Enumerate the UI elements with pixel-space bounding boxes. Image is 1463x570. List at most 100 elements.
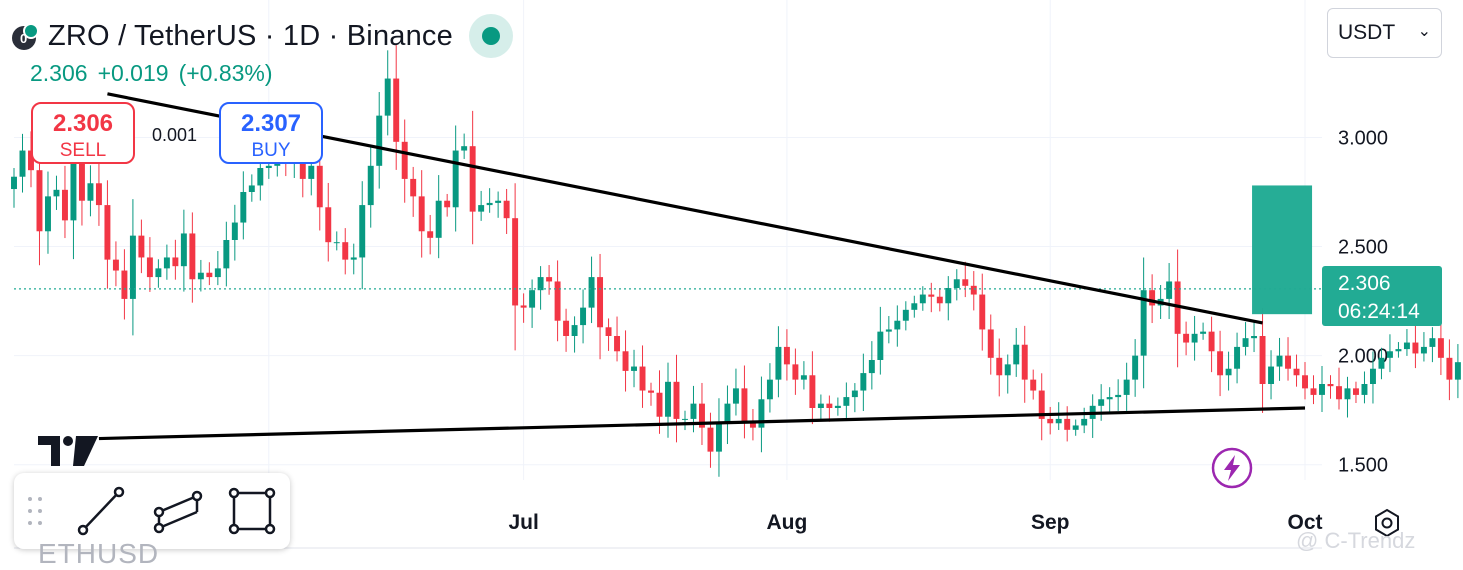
logo-letter: 0 [20, 31, 28, 46]
chevron-down-icon: ⌄ [1417, 23, 1431, 40]
candle-body [265, 165, 272, 168]
logo-status-dot [23, 23, 39, 39]
candle-body [486, 202, 493, 206]
candle-body [61, 189, 68, 221]
candle-body [928, 294, 935, 297]
candle-body [529, 290, 536, 308]
candle-body [214, 268, 221, 278]
candle-body [783, 346, 790, 365]
price-change: +0.019 [97, 60, 169, 86]
currency-select[interactable]: USDT ⌄ [1327, 8, 1442, 58]
candle-body [1242, 338, 1249, 347]
candle-body [418, 196, 425, 232]
candle-body [766, 379, 773, 400]
candle-body [1183, 333, 1190, 343]
candle-body [945, 288, 952, 304]
candle-body [401, 141, 408, 179]
candle-body [231, 222, 238, 240]
candle-body [843, 397, 850, 406]
candle-body [1353, 388, 1359, 395]
candle-body [367, 165, 374, 206]
candle-body [11, 176, 17, 190]
candle-body [996, 357, 1003, 376]
candle-body [1013, 344, 1020, 365]
candle-body [410, 178, 417, 197]
candle-body [860, 373, 867, 391]
last-price-badge: 2.306 06:24:14 [1322, 266, 1442, 326]
buy-price: 2.307 [240, 110, 302, 137]
candle-body [112, 259, 119, 271]
candle-body [962, 279, 969, 286]
candle-body [571, 325, 578, 336]
y-axis-tick-label: 3.000 [1338, 127, 1388, 149]
candle-body [851, 390, 858, 398]
drawing-toolbar [14, 473, 290, 549]
candle-body [885, 329, 892, 332]
candle-body [1234, 346, 1241, 369]
x-axis-tick-label: Jul [508, 511, 538, 534]
candle-body [189, 233, 196, 280]
candle-body [1319, 384, 1325, 395]
candle-body [699, 403, 705, 428]
candle-body [520, 305, 527, 308]
candle-body [1361, 384, 1368, 395]
candle-body [690, 403, 697, 419]
candle-body [970, 285, 977, 295]
candle-body [1369, 368, 1376, 384]
sell-price: 2.306 [52, 110, 114, 137]
candle-body [19, 150, 26, 177]
candle-body [1149, 290, 1156, 306]
spread-value: 0.001 [152, 125, 198, 145]
candle-body [1064, 418, 1071, 430]
candle-body [554, 281, 561, 321]
tradingview-logo-icon[interactable] [36, 434, 100, 468]
candle-body [953, 279, 960, 288]
zro-logo-icon: 0 [12, 23, 39, 50]
candle-body [248, 185, 255, 192]
candle-body [240, 192, 247, 223]
candle-body [1191, 333, 1198, 343]
candle-body [342, 242, 349, 260]
trend-line-tool[interactable] [72, 473, 128, 549]
flash-icon[interactable] [1210, 446, 1254, 490]
sell-button[interactable]: 2.306 SELL [31, 102, 135, 164]
candle-body [1030, 379, 1037, 391]
candle-body [605, 327, 612, 336]
candle-body [1225, 368, 1232, 376]
candle-body [1004, 364, 1011, 376]
candle-body [53, 189, 60, 197]
parallel-channel-tool[interactable] [150, 473, 206, 549]
candle-body [461, 146, 468, 151]
candle-body [28, 150, 34, 171]
candle-body [1123, 379, 1130, 395]
candle-body [206, 272, 213, 278]
grip-icon[interactable] [26, 495, 46, 527]
candle-body [1115, 394, 1122, 398]
candle-body [622, 351, 629, 371]
rectangle-tool[interactable] [224, 473, 280, 549]
settings-hexagon-icon[interactable] [1372, 508, 1402, 538]
candle-body [809, 375, 816, 408]
candle-body [834, 405, 841, 408]
candle-body [1047, 418, 1054, 424]
candle-body [894, 320, 901, 330]
price-change-percent: (+0.83%) [178, 60, 273, 86]
candle-body [631, 366, 637, 371]
buy-button[interactable]: 2.307 BUY [219, 102, 323, 164]
candle-body [512, 218, 519, 306]
market-open-indicator[interactable] [468, 14, 513, 58]
candle-body [868, 360, 875, 374]
candle-body [104, 205, 111, 260]
y-axis-tick-label: 1.500 [1338, 455, 1388, 477]
channel-tool-icon [153, 490, 203, 534]
candle-body [1344, 388, 1351, 400]
candle-body [1055, 418, 1062, 424]
candle-body [741, 388, 748, 422]
candle-body [1336, 386, 1342, 400]
candle-body [45, 196, 51, 232]
ascending-trendline [98, 406, 1306, 441]
candle-body [775, 346, 782, 380]
watermark-text: @ C-Trendz [1296, 528, 1416, 553]
rectangle-tool-icon [228, 487, 276, 535]
symbol-title[interactable]: ZRO / TetherUS · 1D · Binance [48, 19, 453, 52]
